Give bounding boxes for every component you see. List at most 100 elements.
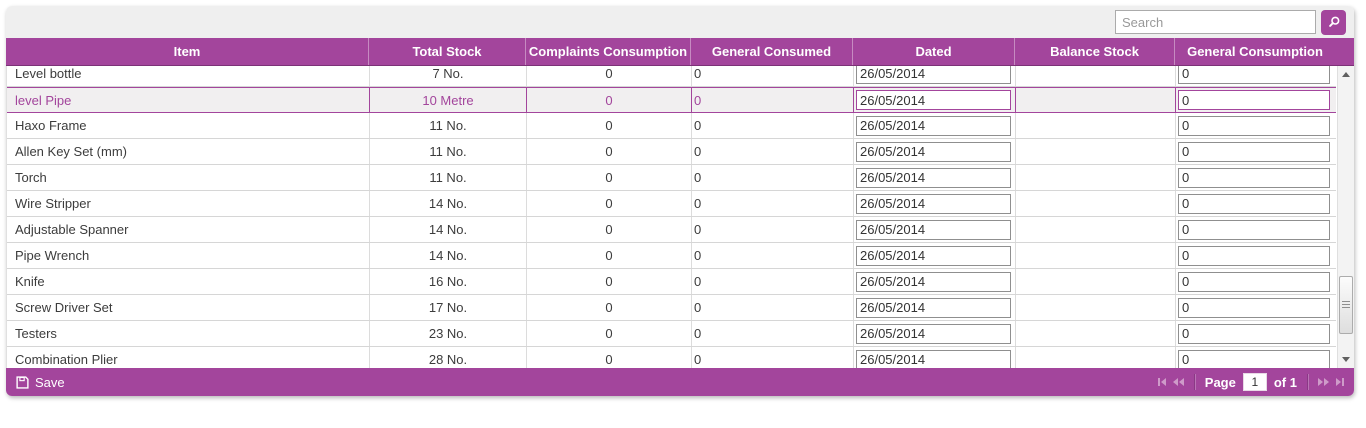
table-row[interactable]: Adjustable Spanner 14 No. 0 0 (7, 217, 1336, 243)
cell-complaints_consumption: 0 (527, 243, 692, 268)
header-scrollbar-filler (1335, 38, 1354, 65)
column-header-item[interactable]: Item (6, 38, 369, 65)
cell-general_consumption (1176, 139, 1336, 164)
column-header-dated[interactable]: Dated (853, 38, 1015, 65)
scroll-up-button[interactable] (1338, 66, 1354, 83)
cell-general_consumed: 0 (692, 347, 854, 368)
dated-input[interactable] (856, 271, 1011, 292)
dated-input[interactable] (856, 349, 1011, 368)
table-row[interactable]: Torch 11 No. 0 0 (7, 165, 1336, 191)
column-header-complaints_consumption[interactable]: Complaints Consumption (526, 38, 691, 65)
cell-general_consumption (1176, 321, 1336, 346)
cell-general_consumed: 0 (692, 88, 854, 112)
scrollbar-thumb[interactable] (1339, 276, 1353, 334)
cell-item: Combination Plier (7, 347, 370, 368)
scroll-down-button[interactable] (1338, 351, 1354, 368)
cell-complaints_consumption: 0 (527, 321, 692, 346)
general-consumption-input[interactable] (1178, 271, 1330, 292)
general-consumption-input[interactable] (1178, 323, 1330, 344)
general-consumption-input[interactable] (1178, 349, 1330, 368)
general-consumption-input[interactable] (1178, 245, 1330, 266)
cell-total_stock: 11 No. (370, 113, 527, 138)
table-row[interactable]: Combination Plier 28 No. 0 0 (7, 347, 1336, 368)
general-consumption-input[interactable] (1178, 297, 1330, 318)
arrow-up-icon (1342, 72, 1350, 77)
search-input[interactable] (1115, 10, 1316, 34)
dated-input[interactable] (856, 141, 1011, 162)
dated-input[interactable] (856, 115, 1011, 136)
table-row[interactable]: Pipe Wrench 14 No. 0 0 (7, 243, 1336, 269)
cell-total_stock: 28 No. (370, 347, 527, 368)
table-row[interactable]: level Pipe 10 Metre 0 0 (7, 87, 1336, 113)
cell-total_stock: 11 No. (370, 165, 527, 190)
cell-balance_stock (1016, 165, 1176, 190)
cell-general_consumption (1176, 165, 1336, 190)
cell-complaints_consumption: 0 (527, 88, 692, 112)
cell-general_consumed: 0 (692, 295, 854, 320)
general-consumption-input[interactable] (1178, 167, 1330, 188)
general-consumption-input[interactable] (1178, 66, 1330, 84)
search-button[interactable] (1321, 9, 1346, 35)
first-page-icon (1157, 378, 1160, 386)
cell-dated (854, 295, 1016, 320)
first-page-button[interactable] (1157, 378, 1166, 386)
save-button[interactable]: Save (16, 375, 65, 390)
cell-balance_stock (1016, 113, 1176, 138)
cell-complaints_consumption: 0 (527, 113, 692, 138)
cell-item: Level bottle (7, 66, 370, 86)
dated-input[interactable] (856, 167, 1011, 188)
cell-dated (854, 191, 1016, 216)
cell-general_consumed: 0 (692, 269, 854, 294)
column-header-balance_stock[interactable]: Balance Stock (1015, 38, 1175, 65)
table-row[interactable]: Testers 23 No. 0 0 (7, 321, 1336, 347)
cell-balance_stock (1016, 66, 1176, 86)
cell-general_consumed: 0 (692, 139, 854, 164)
table-row[interactable]: Level bottle 7 No. 0 0 (7, 66, 1336, 87)
cell-general_consumption (1176, 66, 1336, 86)
cell-general_consumed: 0 (692, 165, 854, 190)
last-page-button[interactable] (1336, 378, 1344, 386)
cell-item: Wire Stripper (7, 191, 370, 216)
dated-input[interactable] (856, 245, 1011, 266)
table-row[interactable]: Allen Key Set (mm) 11 No. 0 0 (7, 139, 1336, 165)
table-row[interactable]: Haxo Frame 11 No. 0 0 (7, 113, 1336, 139)
previous-page-button[interactable] (1172, 378, 1184, 386)
page-label: Page (1204, 374, 1236, 390)
general-consumption-input[interactable] (1178, 115, 1330, 136)
save-button-label: Save (35, 374, 65, 390)
cell-general_consumption (1176, 269, 1336, 294)
cell-dated (854, 165, 1016, 190)
column-header-total_stock[interactable]: Total Stock (369, 38, 526, 65)
table-row[interactable]: Screw Driver Set 17 No. 0 0 (7, 295, 1336, 321)
table-row[interactable]: Wire Stripper 14 No. 0 0 (7, 191, 1336, 217)
general-consumption-input[interactable] (1178, 219, 1330, 240)
pager-divider (1307, 374, 1308, 390)
general-consumption-input[interactable] (1178, 193, 1330, 214)
general-consumption-input[interactable] (1178, 141, 1330, 162)
cell-complaints_consumption: 0 (527, 165, 692, 190)
table-row[interactable]: Knife 16 No. 0 0 (7, 269, 1336, 295)
general-consumption-input[interactable] (1178, 90, 1330, 110)
arrow-down-icon (1342, 357, 1350, 362)
cell-dated (854, 243, 1016, 268)
dated-input[interactable] (856, 323, 1011, 344)
previous-page-icon (1172, 378, 1178, 386)
dated-input[interactable] (856, 297, 1011, 318)
next-page-button[interactable] (1318, 378, 1329, 386)
cell-general_consumption (1176, 295, 1336, 320)
cell-item: Pipe Wrench (7, 243, 370, 268)
cell-total_stock: 11 No. (370, 139, 527, 164)
column-header-general_consumption[interactable]: General Consumption (1187, 44, 1323, 59)
dated-input[interactable] (856, 219, 1011, 240)
column-header-general_consumed[interactable]: General Consumed (691, 38, 853, 65)
dated-input[interactable] (856, 90, 1011, 110)
dated-input[interactable] (856, 193, 1011, 214)
cell-general_consumed: 0 (692, 191, 854, 216)
cell-complaints_consumption: 0 (527, 66, 692, 86)
page-number-input[interactable] (1242, 373, 1267, 391)
vertical-scrollbar[interactable] (1337, 66, 1354, 368)
floppy-disk-icon (16, 375, 29, 389)
dated-input[interactable] (856, 66, 1011, 84)
cell-general_consumption (1176, 88, 1336, 112)
